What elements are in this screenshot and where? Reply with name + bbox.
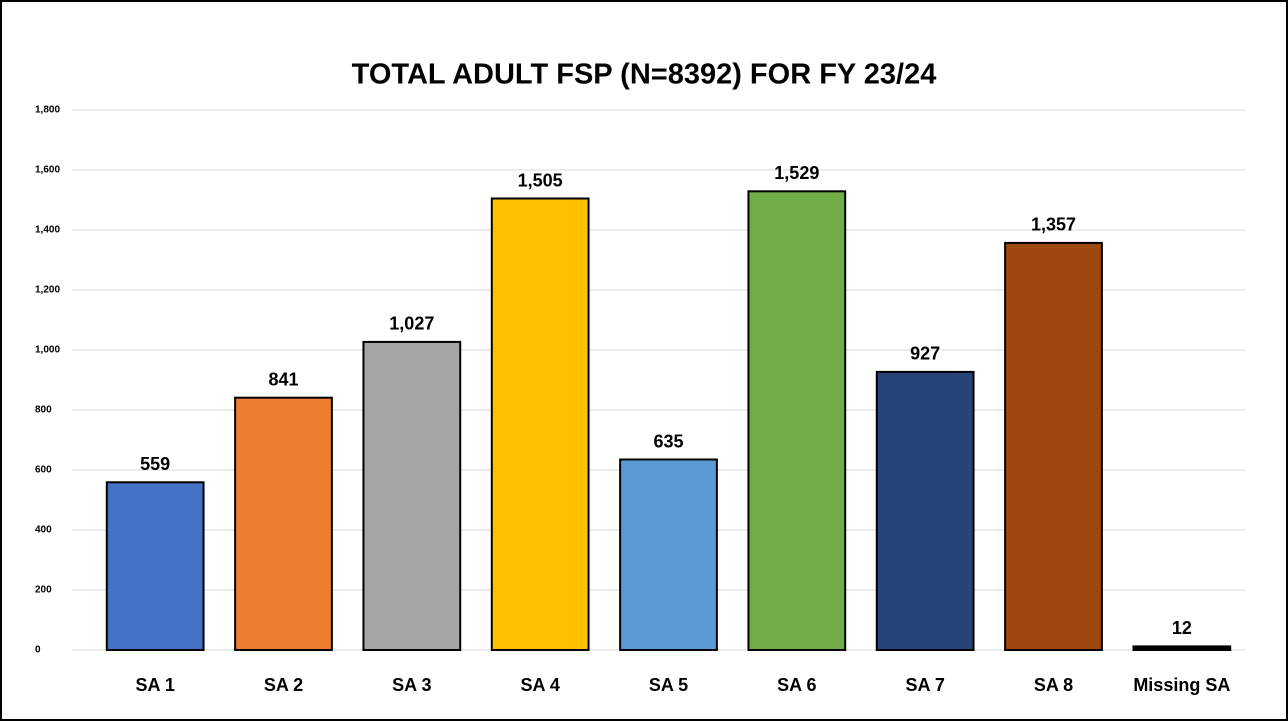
bar (1004, 241, 1103, 651)
chart-title: TOTAL ADULT FSP (N=8392) FOR FY 23/24 (352, 59, 937, 91)
y-tick-label: 200 (35, 585, 52, 596)
value-label: 1,529 (774, 163, 819, 183)
x-tick-label: SA 3 (392, 675, 431, 695)
y-tick-label: 0 (35, 645, 41, 656)
bar (490, 197, 590, 651)
bar (1132, 645, 1232, 652)
y-tick-label: 1,000 (35, 345, 60, 356)
bar (747, 190, 847, 652)
bar (105, 481, 205, 651)
y-tick-label: 400 (35, 525, 52, 536)
value-label: 635 (653, 431, 683, 451)
value-label: 927 (910, 344, 940, 364)
bar (234, 396, 333, 652)
y-tick-label: 1,400 (35, 225, 60, 236)
value-label: 841 (268, 369, 298, 389)
x-tick-label: SA 7 (905, 675, 944, 695)
value-label: 1,357 (1031, 215, 1076, 235)
y-tick-label: 800 (35, 405, 52, 416)
x-tick-label: Missing SA (1133, 675, 1230, 695)
x-tick-label: SA 4 (520, 675, 559, 695)
value-label: 1,505 (518, 170, 563, 190)
value-label: 1,027 (389, 314, 434, 334)
x-tick-label: SA 2 (264, 675, 303, 695)
bar (619, 458, 718, 651)
bar (875, 370, 975, 651)
y-tick-label: 1,800 (35, 105, 60, 116)
y-tick-label: 1,600 (35, 165, 60, 176)
y-tick-label: 1,200 (35, 285, 60, 296)
value-label: 559 (140, 454, 170, 474)
x-tick-label: SA 8 (1034, 675, 1073, 695)
x-tick-label: SA 6 (777, 675, 816, 695)
x-tick-label: SA 1 (135, 675, 174, 695)
value-label: 12 (1172, 618, 1192, 638)
y-tick-label: 600 (35, 465, 52, 476)
bar (362, 340, 462, 651)
x-tick-label: SA 5 (649, 675, 688, 695)
